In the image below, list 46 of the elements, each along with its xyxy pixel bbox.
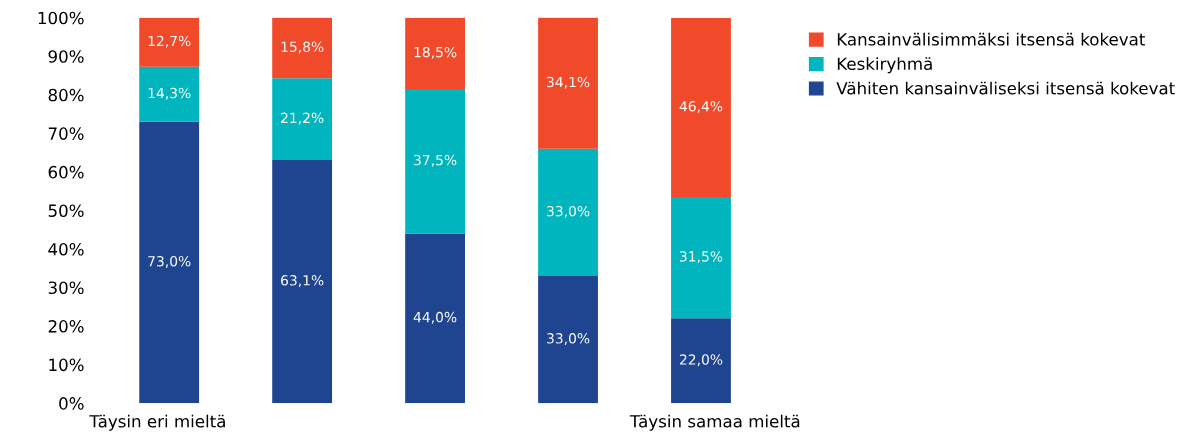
bar (405, 233, 465, 404)
bar (671, 196, 731, 319)
y-tick-label: 60% (48, 165, 84, 179)
bar (139, 17, 200, 67)
x-tick-label: Täysin samaa mieltä (629, 414, 800, 431)
bar (139, 66, 200, 122)
bar (538, 275, 598, 404)
data-label: 63,1% (281, 275, 324, 287)
bar (538, 17, 598, 149)
y-tick-label: 50% (48, 204, 84, 217)
bar (405, 89, 465, 234)
data-label: 22,0% (679, 354, 723, 367)
bar (272, 78, 333, 160)
x-tick-label: Täysin eri mieltä (89, 414, 225, 431)
data-label: 14,3% (148, 87, 191, 100)
data-label: 33,0% (547, 333, 590, 345)
y-tick-label: 20% (48, 320, 84, 333)
data-label: 37,5% (414, 154, 457, 167)
data-label: 31,5% (679, 251, 723, 264)
data-label: 12,7% (148, 35, 191, 48)
bar (272, 159, 333, 404)
data-label: 21,2% (281, 112, 324, 125)
data-label: 18,5% (414, 46, 457, 59)
bar (272, 17, 333, 79)
bar (538, 148, 598, 276)
bar (139, 121, 200, 404)
data-label: 15,8% (281, 41, 324, 54)
bar (671, 18, 731, 197)
y-tick-label: 100% (38, 11, 84, 25)
y-tick-label: 30% (48, 281, 84, 295)
y-tick-label: 90% (48, 50, 84, 63)
y-tick-label: 10% (49, 358, 84, 372)
y-tick-label: 40% (48, 242, 84, 256)
legend-label: Keskiryhmä (837, 57, 932, 74)
legend-label: Kansainvälisimmäksi itsensä kokevat (837, 32, 1145, 46)
data-label: 33,0% (547, 205, 590, 218)
data-label: 44,0% (413, 311, 457, 324)
y-tick-label: 0% (59, 397, 84, 410)
legend-label: Vähiten kansainväliseksi itsensä kokevat (836, 81, 1175, 95)
bar (405, 17, 465, 90)
data-label: 46,4% (679, 101, 723, 113)
y-tick-label: 70% (48, 127, 84, 140)
data-label: 34,1% (547, 76, 590, 89)
data-label: 73,0% (148, 255, 191, 268)
y-tick-label: 80% (48, 88, 84, 102)
bar (671, 318, 731, 404)
